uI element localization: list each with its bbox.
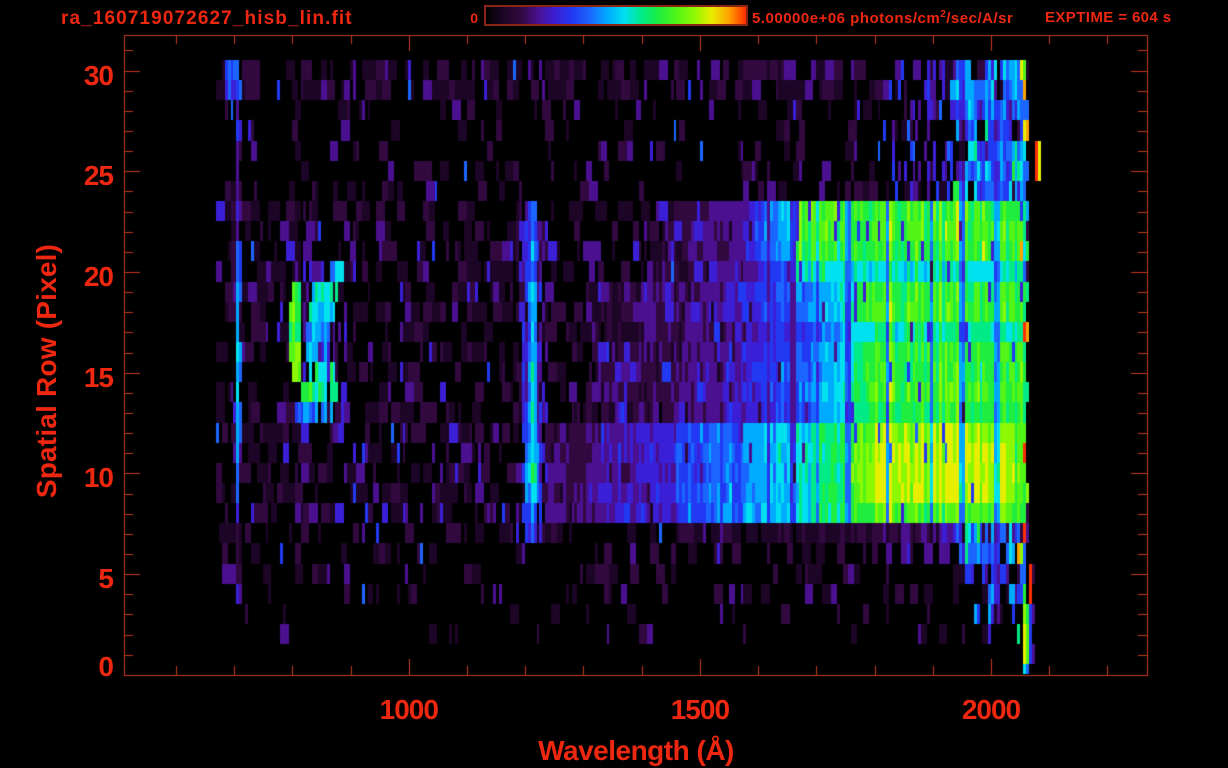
x-axis-title: Wavelength (Å) — [538, 735, 734, 766]
y-tick-label: 30 — [83, 59, 114, 91]
y-tick-label: 10 — [83, 462, 114, 494]
y-tick-label: 15 — [83, 361, 114, 393]
colorbar-max-base: 5.00000e+06 photons/cm — [752, 10, 941, 27]
x-tick-label: 1500 — [670, 694, 730, 725]
colorbar-max-rest: /sec/A/sr — [946, 10, 1014, 27]
colorbar-max-label: 5.00000e+06 photons/cm2/sec/A/sr — [752, 9, 1013, 27]
plot-title: ra_160719072627_hisb_lin.fit — [61, 8, 353, 29]
exposure-time-label: EXPTIME = 604 s — [1045, 9, 1172, 26]
colorbar-max-sup: 2 — [940, 9, 947, 20]
y-tick-label: 0 — [98, 650, 114, 682]
x-tick-label: 1000 — [379, 694, 439, 725]
y-tick-label: 25 — [83, 160, 114, 192]
y-tick-label: 20 — [83, 261, 114, 292]
colorbar-gradient — [484, 5, 748, 26]
x-tick-label: 2000 — [961, 694, 1021, 725]
y-tick-label: 5 — [98, 563, 114, 595]
colorbar-min-label: 0 — [470, 10, 478, 26]
